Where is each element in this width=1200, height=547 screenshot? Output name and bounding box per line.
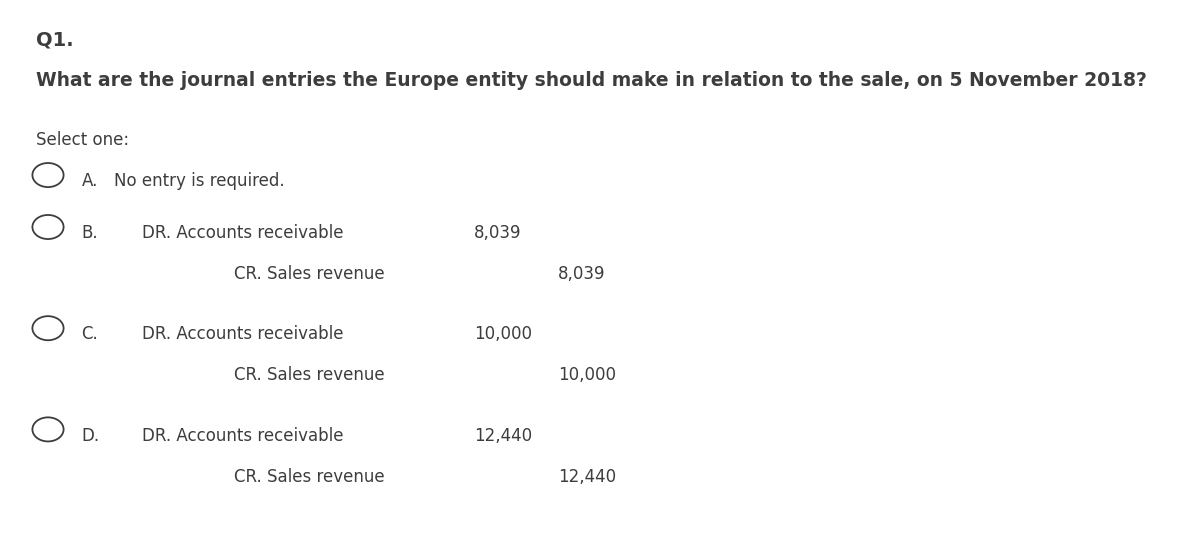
Text: What are the journal entries the Europe entity should make in relation to the sa: What are the journal entries the Europe … (36, 71, 1147, 90)
Text: B.: B. (82, 224, 98, 242)
Text: CR. Sales revenue: CR. Sales revenue (234, 265, 385, 283)
Text: C.: C. (82, 325, 98, 344)
Text: Select one:: Select one: (36, 131, 130, 149)
Text: DR. Accounts receivable: DR. Accounts receivable (142, 427, 343, 445)
Text: DR. Accounts receivable: DR. Accounts receivable (142, 224, 343, 242)
Text: A.: A. (82, 172, 98, 190)
Text: CR. Sales revenue: CR. Sales revenue (234, 468, 385, 486)
Text: 12,440: 12,440 (558, 468, 616, 486)
Text: 10,000: 10,000 (558, 366, 616, 385)
Text: DR. Accounts receivable: DR. Accounts receivable (142, 325, 343, 344)
Text: 12,440: 12,440 (474, 427, 532, 445)
Text: Q1.: Q1. (36, 30, 73, 49)
Text: D.: D. (82, 427, 100, 445)
Text: 10,000: 10,000 (474, 325, 532, 344)
Text: No entry is required.: No entry is required. (114, 172, 284, 190)
Text: 8,039: 8,039 (558, 265, 606, 283)
Text: CR. Sales revenue: CR. Sales revenue (234, 366, 385, 385)
Text: 8,039: 8,039 (474, 224, 522, 242)
